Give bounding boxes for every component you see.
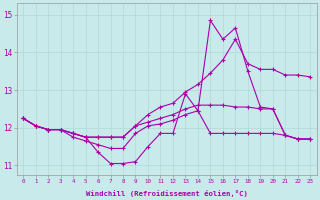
X-axis label: Windchill (Refroidissement éolien,°C): Windchill (Refroidissement éolien,°C) — [86, 190, 248, 197]
